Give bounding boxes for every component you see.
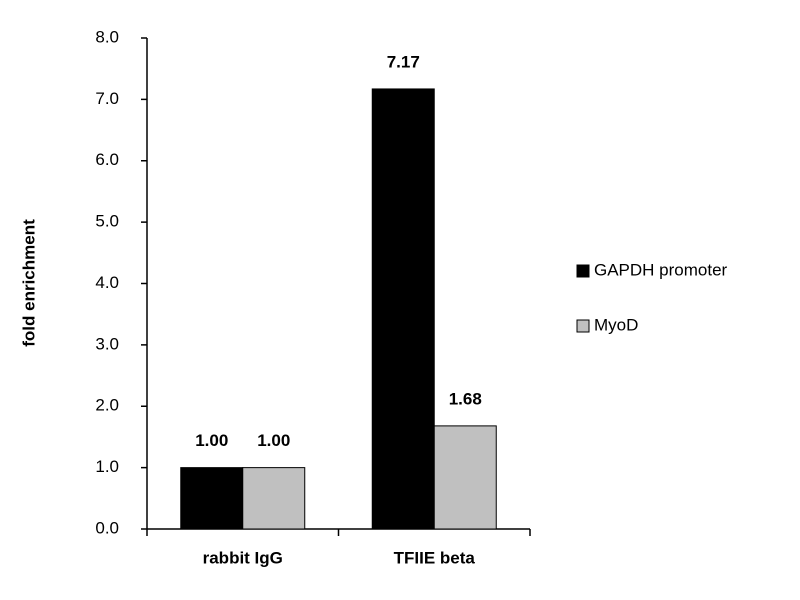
bar bbox=[371, 88, 435, 530]
bar bbox=[242, 467, 306, 530]
y-tick-label: 2.0 bbox=[95, 396, 119, 415]
value-label: 7.17 bbox=[387, 52, 420, 71]
x-tick-label: TFIIE beta bbox=[394, 548, 476, 567]
y-tick-label: 6.0 bbox=[95, 150, 119, 169]
y-tick-label: 5.0 bbox=[95, 212, 119, 231]
y-tick-label: 4.0 bbox=[95, 273, 119, 292]
bar bbox=[433, 425, 497, 530]
y-tick-label: 3.0 bbox=[95, 334, 119, 353]
y-tick-label: 8.0 bbox=[95, 27, 119, 46]
y-axis-label: fold enrichment bbox=[19, 219, 38, 347]
y-tick-label: 7.0 bbox=[95, 89, 119, 108]
value-label: 1.00 bbox=[257, 431, 290, 450]
legend-label: GAPDH promoter bbox=[594, 260, 728, 279]
x-tick-label: rabbit IgG bbox=[203, 548, 283, 567]
legend-swatch bbox=[576, 264, 590, 278]
legend-swatch bbox=[576, 319, 590, 333]
y-tick-label: 1.0 bbox=[95, 457, 119, 476]
y-tick-label: 0.0 bbox=[95, 518, 119, 537]
legend-label: MyoD bbox=[594, 315, 638, 334]
bar bbox=[180, 467, 244, 530]
value-label: 1.00 bbox=[195, 431, 228, 450]
value-label: 1.68 bbox=[449, 389, 482, 408]
